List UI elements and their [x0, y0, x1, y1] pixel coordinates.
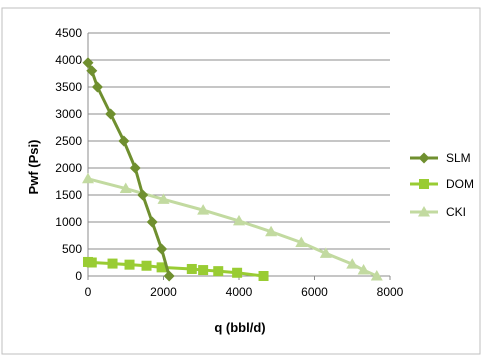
tick-labels: 0 500 1000 1500 2000 2500 3000 3500 4000 4500 0 200…: [55, 26, 403, 299]
dom-point: [141, 260, 152, 271]
dom-point: [232, 267, 243, 278]
cki-point: [119, 182, 132, 194]
dom-point: [156, 262, 167, 273]
legend-item-cki: CKI: [410, 205, 466, 219]
legend: SLM DOM CKI: [410, 151, 474, 219]
slm-point: [118, 135, 130, 147]
slm-point: [163, 270, 175, 282]
x-tick-label: 4000: [226, 285, 253, 299]
slm-point: [82, 57, 94, 69]
y-tick-label: 1000: [55, 215, 82, 229]
slm-point: [129, 162, 141, 174]
slm-point: [86, 65, 98, 77]
cki-point: [346, 258, 359, 269]
series-layer: [82, 57, 383, 282]
legend-item-dom: DOM: [410, 177, 474, 191]
x-tick-label: 0: [85, 285, 92, 299]
dom-point: [258, 271, 269, 281]
x-axis-title: q (bbl/d): [214, 320, 265, 335]
x-tick-label: 6000: [301, 285, 328, 299]
slm-point: [156, 243, 168, 255]
y-tick-label: 500: [62, 242, 82, 256]
y-tick-label: 2500: [55, 134, 82, 148]
cki-point: [319, 247, 332, 258]
legend-marker-slm: [418, 152, 430, 164]
x-tick-label: 2000: [150, 285, 177, 299]
slm-point: [105, 108, 117, 120]
legend-label-slm: SLM: [446, 151, 471, 165]
dom-point: [213, 266, 224, 277]
y-tick-label: 1500: [55, 188, 82, 202]
series-dom: [83, 256, 269, 281]
chart-border: [1, 7, 481, 355]
cki-point: [265, 225, 278, 237]
y-tick-label: 4500: [55, 26, 82, 40]
dom-point: [124, 259, 135, 270]
y-tick-label: 3500: [55, 80, 82, 94]
series-slm: [82, 57, 175, 282]
cki-point: [357, 264, 370, 275]
grid-lines: [88, 32, 390, 250]
y-axis-title: Pwf (Psi): [26, 140, 41, 195]
y-tick-label: 3000: [55, 107, 82, 121]
y-tick-label: 4000: [55, 53, 82, 67]
series-cki: [82, 172, 383, 281]
slm-point: [146, 216, 158, 228]
cki-point: [157, 193, 170, 204]
dom-point: [198, 265, 209, 276]
cki-point: [295, 236, 308, 248]
dom-point: [186, 263, 197, 274]
legend-label-cki: CKI: [446, 205, 466, 219]
dom-point: [107, 258, 118, 269]
legend-item-slm: SLM: [410, 151, 471, 165]
legend-label-dom: DOM: [446, 177, 474, 191]
slm-point: [91, 81, 103, 93]
legend-marker-cki: [418, 206, 430, 217]
cki-point: [233, 214, 245, 226]
cki-point: [82, 172, 94, 184]
y-tick-label: 0: [75, 269, 82, 283]
y-tick-label: 2000: [55, 161, 82, 175]
cki-point: [197, 204, 210, 215]
dom-point: [86, 257, 97, 268]
slm-line: [86, 62, 171, 277]
cki-point: [370, 270, 383, 281]
slm-point: [137, 189, 149, 201]
x-tick-label: 8000: [377, 285, 404, 299]
legend-marker-dom: [419, 179, 429, 189]
